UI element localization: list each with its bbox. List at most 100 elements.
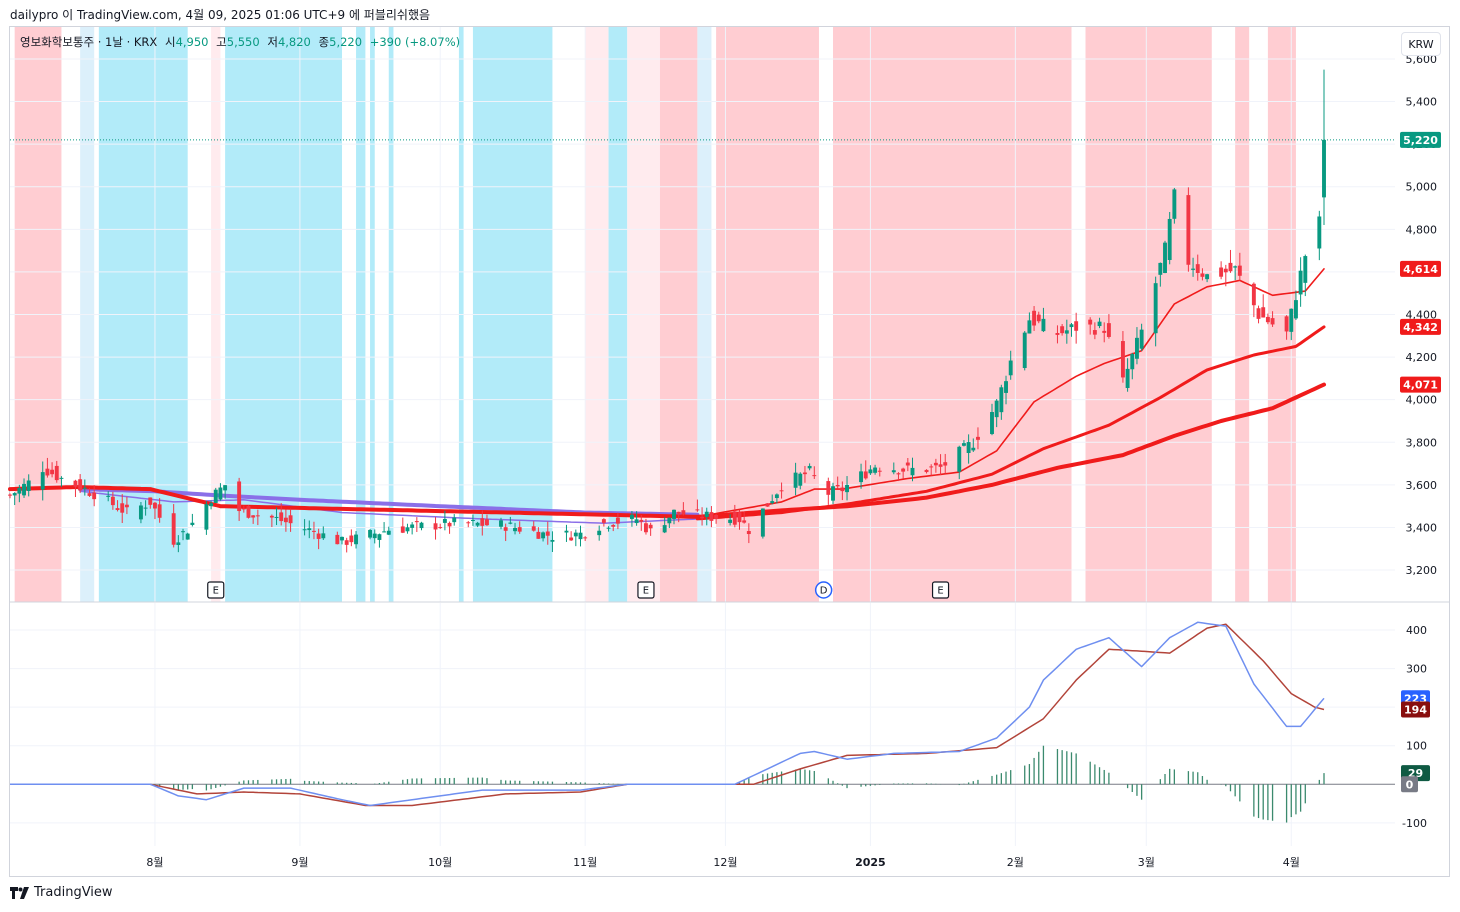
time-tick-label: 11월	[573, 856, 597, 869]
low-label: 저	[267, 35, 278, 49]
candle-body	[933, 462, 938, 466]
candle-body	[1120, 341, 1125, 378]
price-tick-label: 4,800	[1406, 223, 1438, 236]
candle-body	[845, 484, 849, 493]
candle-body	[1270, 318, 1275, 325]
candle-body	[1298, 270, 1303, 295]
candle-body	[1172, 189, 1177, 219]
candle-body	[662, 525, 667, 533]
change-value: +390 (+8.07%)	[369, 35, 461, 49]
candle-body	[157, 504, 162, 518]
candle-body	[124, 504, 129, 508]
candle-body	[976, 436, 980, 440]
footer-brand: TradingView	[34, 885, 113, 900]
candle-body	[990, 412, 994, 435]
candle-body	[1069, 324, 1074, 328]
candle-body	[564, 530, 569, 533]
candle-body	[877, 470, 882, 472]
price-tick-label: 3,800	[1406, 436, 1438, 449]
candle-body	[138, 505, 143, 520]
candle-body	[372, 533, 377, 539]
candle-body	[704, 511, 709, 517]
candle-body	[1158, 262, 1163, 275]
candle-body	[601, 519, 606, 523]
candle-body	[1317, 216, 1322, 249]
candle-body	[835, 484, 840, 487]
price-tick-label: 3,200	[1406, 564, 1438, 577]
time-tick-label: 2월	[1007, 856, 1024, 869]
candle-body	[82, 487, 87, 489]
symbol-legend[interactable]: 영보화학보통주 · 1날 · KRX 시4,950 고5,550 저4,820 …	[20, 34, 460, 50]
candle-body	[826, 481, 831, 495]
candle-body	[681, 510, 686, 515]
candle-body	[1135, 337, 1139, 359]
candle-body	[1106, 323, 1111, 337]
candle-body	[148, 497, 153, 505]
candle-body	[831, 486, 835, 501]
close-label: 종	[318, 35, 330, 49]
macd-tick-label: -100	[1402, 817, 1427, 830]
time-tick-label: 4월	[1283, 856, 1300, 869]
time-tick-label: 12월	[713, 856, 737, 869]
candle-body	[644, 523, 648, 533]
ma-value-tag-bg	[1400, 260, 1441, 277]
candle-body	[1125, 368, 1130, 389]
candle-body	[1064, 330, 1069, 334]
signal-value-tag-bg	[1401, 701, 1430, 718]
candle-body	[340, 536, 344, 541]
candle-body	[120, 503, 125, 513]
candle-body	[1289, 308, 1294, 332]
candle-body	[92, 492, 97, 500]
candle-body	[115, 508, 120, 511]
candle-body	[1223, 268, 1228, 273]
event-marker-label: E	[213, 586, 219, 597]
event-marker-earnings	[931, 581, 950, 599]
macd-pane	[10, 621, 1395, 823]
candle-body	[442, 518, 447, 523]
candle-body	[400, 526, 405, 533]
candle-body	[793, 472, 798, 488]
macd-signal-line	[10, 623, 1325, 807]
candle-body	[50, 469, 55, 475]
candle-body	[311, 530, 316, 532]
open-label: 시	[164, 35, 176, 49]
candle-body	[1265, 316, 1270, 323]
candle-body	[910, 467, 915, 476]
candle-body	[578, 532, 583, 540]
candle-body	[1004, 381, 1008, 393]
candle-body	[1092, 330, 1097, 335]
event-marker-dividend	[814, 581, 833, 599]
candle-body	[1228, 262, 1233, 272]
candle-body	[1022, 332, 1027, 369]
candle-body	[307, 528, 312, 531]
candle-body	[1261, 307, 1266, 318]
candle-body	[503, 527, 508, 531]
candle-body	[237, 481, 242, 512]
chart-frame	[9, 26, 1450, 877]
candle-body	[667, 517, 672, 524]
last-price-tag: 5,220	[1403, 134, 1438, 147]
currency-button[interactable]: KRW	[1401, 32, 1441, 56]
tradingview-logo[interactable]: TradingView	[10, 885, 113, 900]
candle-body	[774, 494, 779, 499]
zero-tag: 0	[1406, 778, 1414, 791]
event-marker-earnings	[207, 581, 225, 599]
candle-body	[405, 527, 410, 532]
candle-body	[475, 522, 480, 526]
candle-body	[87, 493, 92, 496]
ma-value-tag: 4,614	[1403, 263, 1438, 276]
candle-body	[695, 509, 700, 511]
candle-body	[676, 511, 681, 514]
zero-tag-bg	[1401, 776, 1418, 793]
candle-body	[541, 532, 546, 539]
last-price-tag-bg	[1400, 131, 1441, 148]
ma-value-tag-bg	[1400, 318, 1441, 335]
candle-body	[1167, 218, 1172, 260]
candle-body	[1153, 283, 1158, 334]
price-tick-label: 3,400	[1406, 521, 1438, 534]
candle-body	[176, 542, 181, 545]
candle-body	[812, 475, 817, 477]
candle-body	[269, 515, 274, 518]
